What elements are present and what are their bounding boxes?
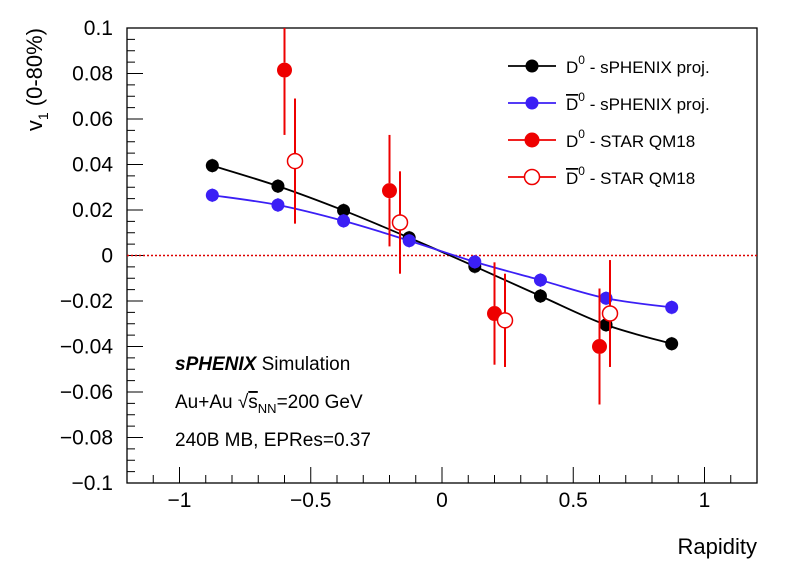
x-tick-label: 0	[436, 489, 448, 512]
y-tick-label: 0.06	[72, 108, 113, 131]
data-point	[271, 198, 285, 212]
data-point	[496, 312, 514, 329]
y-tick-label: −0.04	[60, 336, 113, 359]
fit-curve	[212, 194, 672, 309]
y-tick-label: 0.02	[72, 199, 113, 222]
legend-marker	[525, 96, 539, 110]
legend-marker	[524, 132, 540, 148]
x-tick-label: 1	[699, 489, 711, 512]
legend-label: D0 - sPHENIX proj.	[566, 90, 710, 114]
y-tick-label: −0.02	[60, 290, 113, 313]
x-tick-labels: −1 −0.5 0 0.5 1	[168, 489, 711, 512]
data-point	[271, 179, 285, 193]
legend-label: D0 - STAR QM18	[566, 164, 695, 188]
y-tick-labels: −0.1 −0.08 −0.06 −0.04 −0.02 0 0.02 0.04 0.06 0.0…	[60, 17, 113, 495]
x-tick-label: 0.5	[559, 489, 588, 512]
legend: D0 - sPHENIX proj. D0 - sPHENIX proj. D0 -…	[508, 53, 710, 188]
y-tick-label: 0.1	[84, 17, 113, 40]
y-tick-label: 0.04	[72, 154, 113, 177]
data-points	[205, 28, 679, 405]
axis-ticks	[126, 27, 758, 484]
data-point	[533, 273, 547, 287]
data-point	[337, 214, 351, 228]
data-point	[205, 188, 219, 202]
y-axis-title: v1 (0-80%)	[22, 28, 51, 131]
data-point	[592, 339, 607, 354]
data-point	[402, 234, 416, 248]
data-point	[468, 255, 482, 269]
y-tick-label: −0.1	[72, 472, 113, 495]
data-point	[382, 183, 397, 199]
data-point	[286, 152, 304, 170]
stats-label: 240B MB, EPRes=0.37	[175, 430, 371, 451]
y-tick-label: 0.08	[72, 63, 113, 86]
collision-label: Au+Au √sNN=200 GeV	[175, 392, 363, 416]
legend-marker	[523, 168, 541, 186]
x-axis-title: Rapidity	[678, 534, 757, 559]
experiment-label: sPHENIX Simulation	[175, 354, 350, 375]
legend-label: D0 - sPHENIX proj.	[566, 53, 710, 77]
legend-marker	[525, 59, 539, 73]
y-tick-label: −0.06	[60, 381, 113, 404]
data-point	[601, 305, 619, 322]
y-tick-label: −0.08	[60, 427, 113, 450]
data-point	[391, 214, 409, 231]
x-tick-label: −0.5	[290, 489, 331, 512]
y-tick-label: 0	[101, 245, 113, 268]
x-tick-label: −1	[168, 489, 192, 512]
data-point	[337, 203, 351, 217]
data-point	[665, 300, 679, 314]
data-point	[533, 289, 547, 303]
data-point	[665, 337, 679, 351]
legend-label: D0 - STAR QM18	[566, 127, 695, 151]
data-point	[277, 62, 292, 78]
data-point	[205, 159, 219, 173]
